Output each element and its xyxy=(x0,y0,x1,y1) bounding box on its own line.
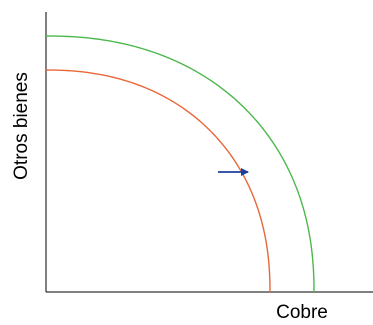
outer-frontier-curve xyxy=(45,35,315,293)
inner-frontier-curve xyxy=(45,69,271,293)
x-axis-label: Cobre xyxy=(276,302,328,323)
y-axis-label: Otros bienes xyxy=(11,72,32,180)
